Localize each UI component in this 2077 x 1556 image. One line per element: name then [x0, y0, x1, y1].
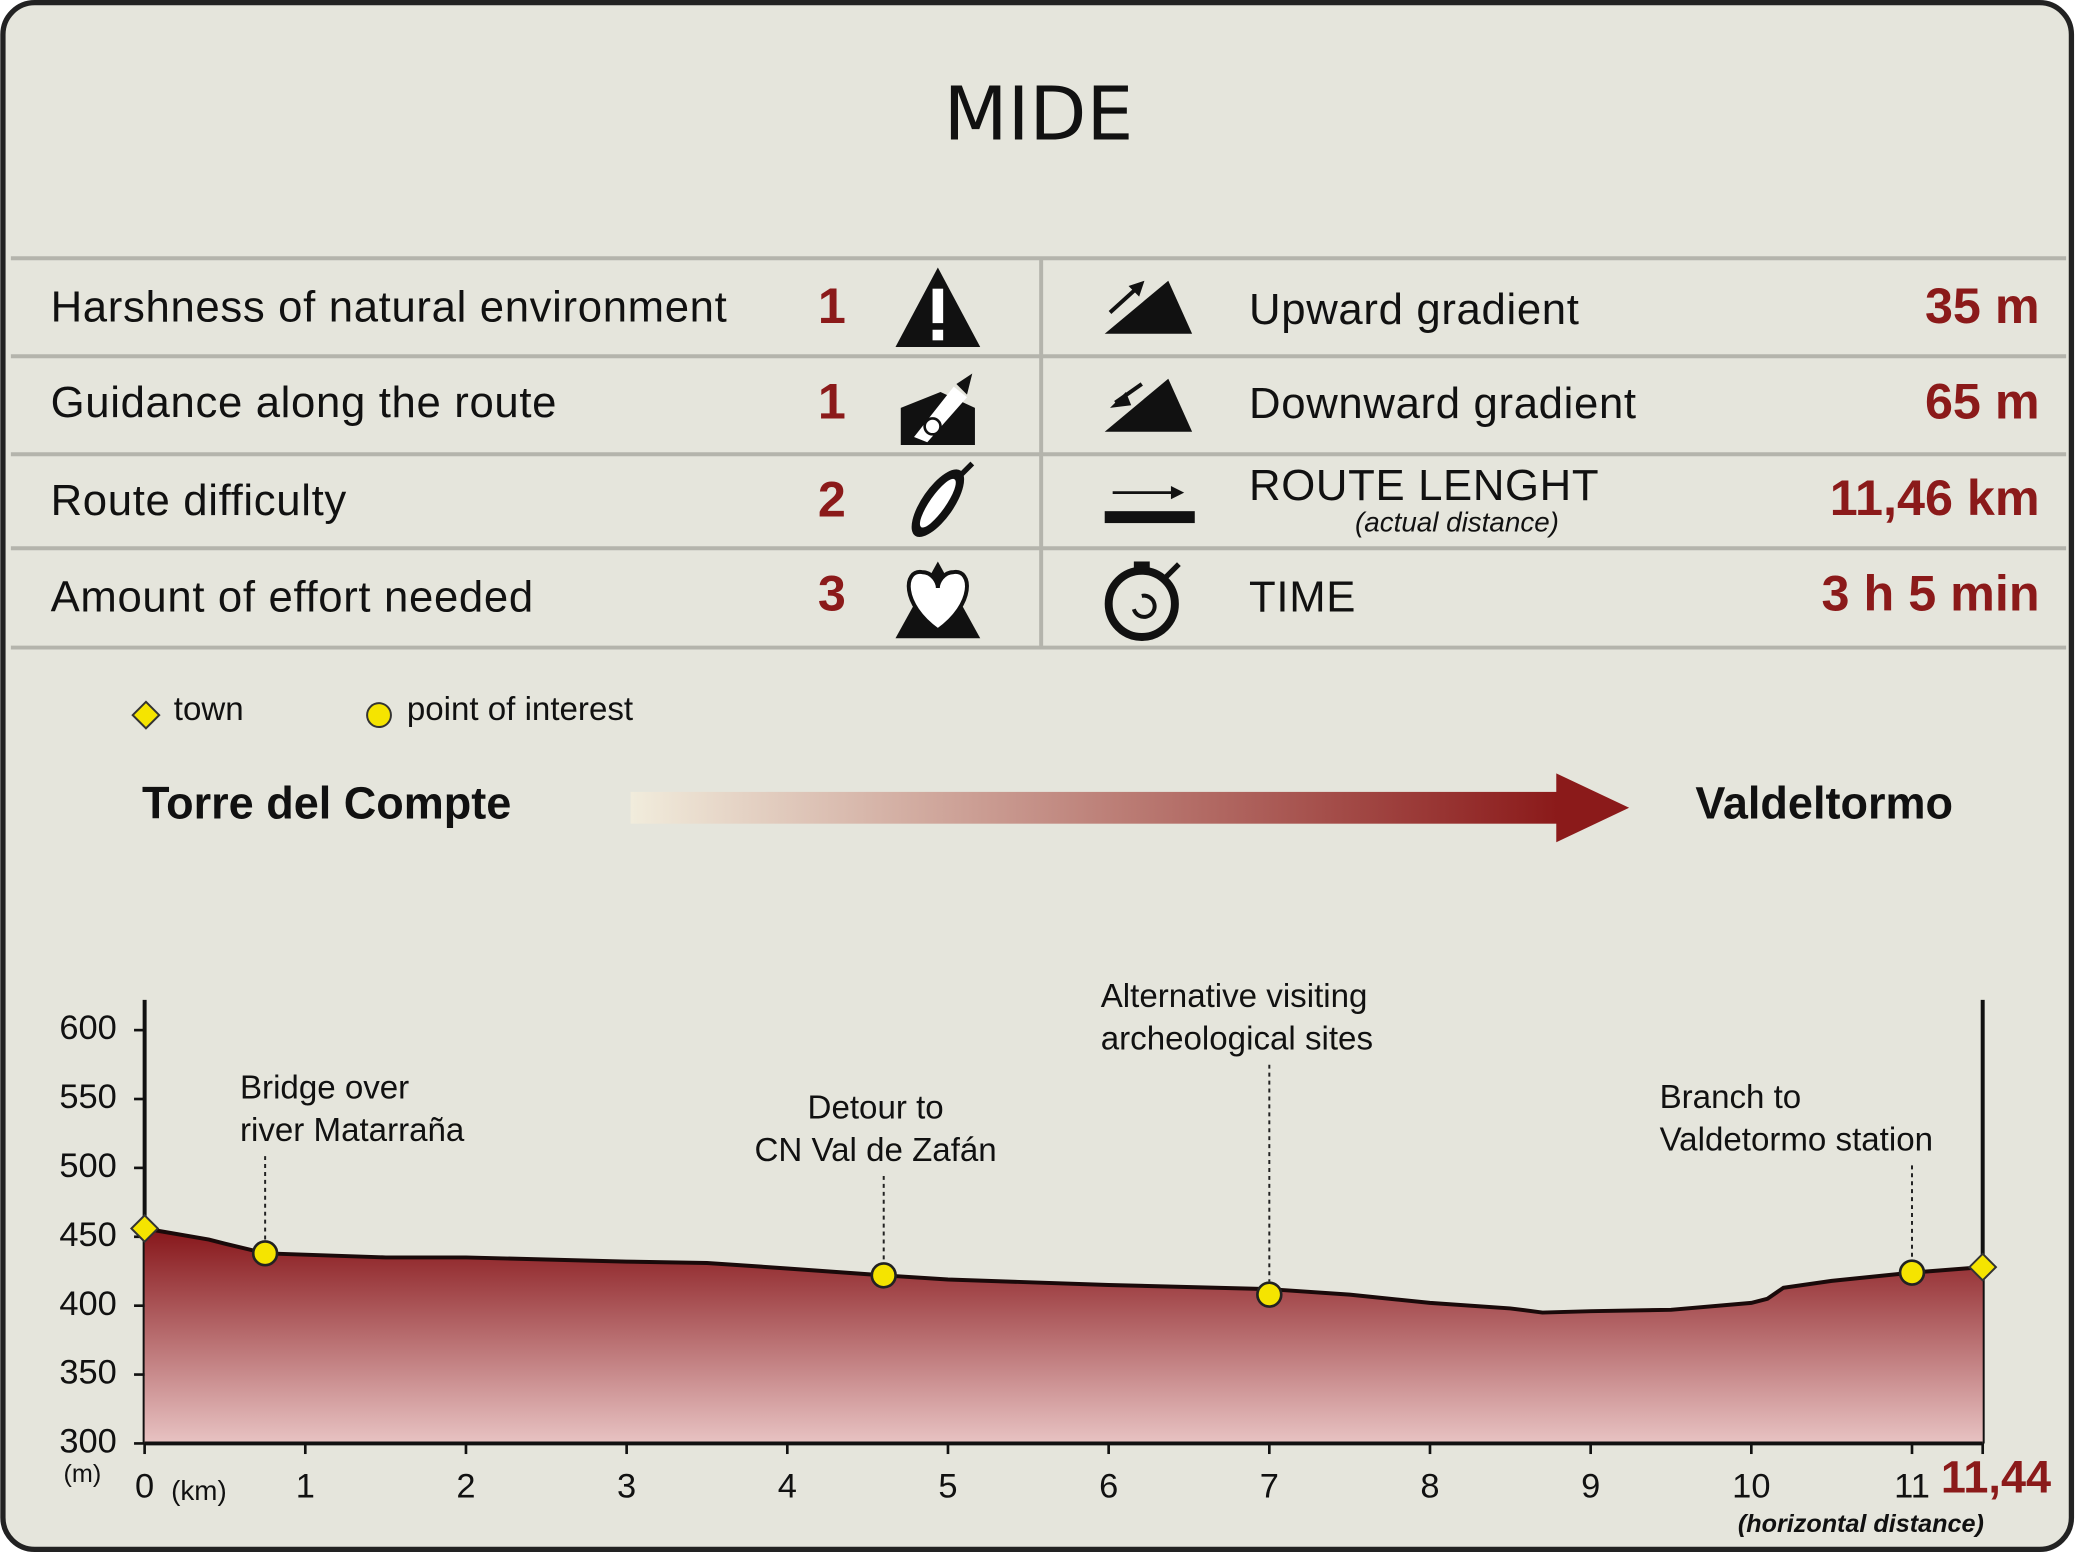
- x-tick-label: 11,44: [1941, 1451, 2051, 1502]
- x-tick-label: 8: [1420, 1468, 1439, 1506]
- x-note: (horizontal distance): [1738, 1510, 1984, 1538]
- annotation-text: Alternative visiting: [1101, 978, 1368, 1015]
- icon-effort: [895, 561, 981, 639]
- x-tick-label: 4: [778, 1468, 797, 1506]
- title: MIDE: [944, 72, 1134, 158]
- row-label: Route difficulty: [51, 476, 347, 525]
- row-label: Upward gradient: [1249, 285, 1580, 334]
- row-value: 65 m: [1925, 373, 2040, 430]
- x-tick-label: 10: [1732, 1468, 1770, 1506]
- poi-marker: [870, 1262, 897, 1289]
- icon-downward: [1104, 378, 1193, 432]
- row-value: 3: [818, 565, 846, 622]
- row-note: (actual distance): [1355, 507, 1559, 538]
- legend-label: town: [174, 691, 244, 728]
- y-tick-label: 450: [59, 1216, 116, 1254]
- poi-marker: [1898, 1259, 1926, 1286]
- y-tick-label: 600: [59, 1009, 116, 1047]
- x-tick-label: 7: [1260, 1468, 1279, 1506]
- row-value: 1: [818, 277, 846, 334]
- town-marker: [129, 1213, 160, 1244]
- row-label: Guidance along the route: [51, 378, 558, 427]
- y-tick-label: 500: [59, 1147, 116, 1185]
- x-tick-label: 1: [296, 1468, 315, 1506]
- y-tick-label: 300: [59, 1423, 116, 1461]
- y-tick-label: 350: [59, 1354, 116, 1392]
- route-arrow: [630, 791, 1558, 824]
- route: Torre del Compte Valdeltormo: [142, 773, 1953, 843]
- row-label: Amount of effort needed: [51, 572, 534, 621]
- annotation-text: Valdetormo station: [1660, 1121, 1933, 1158]
- route-arrowhead: [1556, 773, 1630, 843]
- row-label: TIME: [1249, 572, 1356, 621]
- icon-guidance: [900, 373, 975, 445]
- y-unit: (m): [64, 1460, 102, 1488]
- poi-marker: [1256, 1281, 1283, 1308]
- town-marker: [1968, 1252, 1998, 1282]
- legend-marker: [366, 702, 392, 729]
- icon-upward: [1104, 280, 1193, 334]
- row-value: 11,46 km: [1830, 469, 2040, 526]
- x-tick-label: 11: [1894, 1468, 1930, 1506]
- row-label: ROUTE LENGHT: [1249, 461, 1599, 510]
- annotation-text: CN Val de Zafán: [755, 1132, 997, 1169]
- row-value: 1: [818, 373, 846, 430]
- x-tick-label: 3: [617, 1468, 636, 1506]
- annotation-text: Branch to: [1660, 1079, 1802, 1116]
- row-value: 3 h 5 min: [1822, 565, 2040, 622]
- mide-table: Harshness of natural environment Guidanc…: [10, 256, 2067, 650]
- legend-marker: [131, 700, 161, 730]
- elevation-chart: town point of interest3003504004505005506…: [59, 691, 2051, 1538]
- profile-area: [144, 1228, 1983, 1444]
- y-tick-label: 550: [59, 1078, 116, 1116]
- profile-line: [144, 1226, 1983, 1315]
- row-label: Harshness of natural environment: [51, 282, 728, 331]
- row-value: 35 m: [1925, 277, 2040, 334]
- legend-label: point of interest: [407, 691, 633, 728]
- x-tick-label: 6: [1099, 1468, 1118, 1506]
- annotation-text: archeological sites: [1101, 1021, 1373, 1058]
- route-from: Torre del Compte: [142, 777, 511, 828]
- poi-marker: [251, 1240, 279, 1267]
- x-tick-label: 5: [938, 1468, 957, 1506]
- annotation-text: Bridge over: [240, 1070, 409, 1107]
- x-tick-label: 2: [456, 1468, 475, 1506]
- x-tick-label: 9: [1581, 1468, 1600, 1506]
- icon-difficulty: [911, 461, 975, 538]
- annotation-text: river Matarraña: [240, 1112, 465, 1149]
- icon-time: [1104, 561, 1181, 641]
- icon-length: [1104, 486, 1195, 524]
- annotation-text: Detour to: [808, 1089, 944, 1126]
- row-label: Downward gradient: [1249, 379, 1637, 428]
- x-tick-label: 0: [135, 1468, 154, 1506]
- y-tick-label: 400: [59, 1285, 116, 1323]
- row-value: 2: [818, 471, 846, 528]
- route-to: Valdeltormo: [1695, 777, 1953, 828]
- icon-harshness: [895, 267, 981, 347]
- x-unit: (km): [171, 1475, 227, 1506]
